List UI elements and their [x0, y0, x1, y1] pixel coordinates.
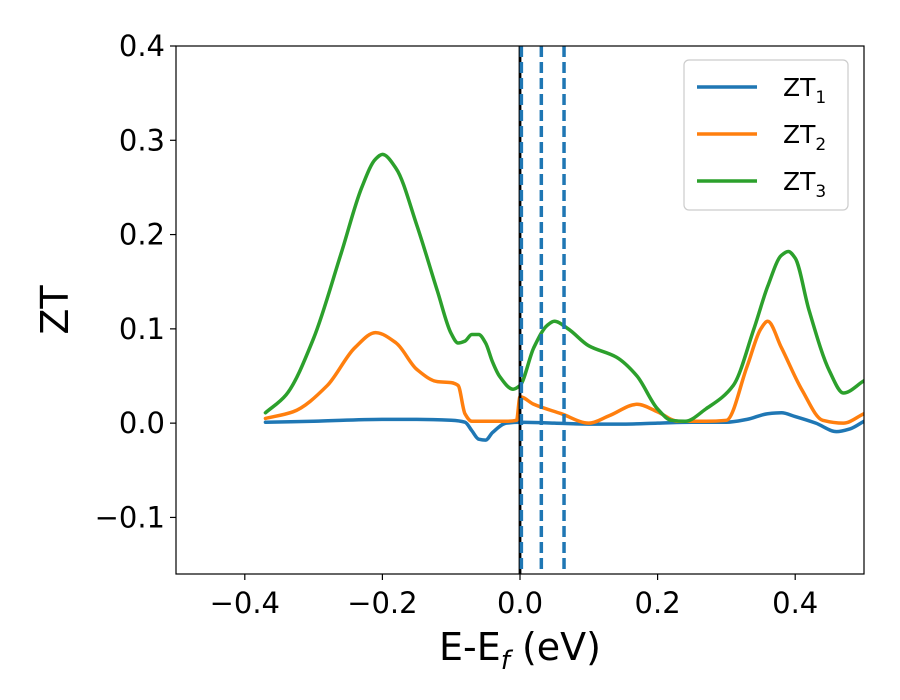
- y-tick-label: 0.1: [119, 312, 165, 346]
- y-tick-label: 0.3: [119, 123, 165, 157]
- x-tick-label: 0.2: [635, 586, 681, 620]
- series-line-zt3: [263, 152, 864, 424]
- series-line-zt2: [263, 319, 864, 425]
- x-tick-label: 0.0: [497, 586, 543, 620]
- y-tick-label: 0.4: [119, 29, 165, 63]
- legend-label-zt1: ZT1: [783, 73, 826, 108]
- x-axis-label: E-Ef (eV): [439, 625, 601, 676]
- x-tick-label: −0.4: [210, 586, 280, 620]
- x-tick-label: 0.4: [772, 586, 818, 620]
- legend-box: [683, 59, 849, 211]
- y-tick-label: −0.1: [95, 500, 165, 534]
- legend: ZT1 ZT2 ZT3: [683, 59, 849, 211]
- legend-label-zt2: ZT2: [783, 120, 826, 155]
- x-tick-label: −0.2: [347, 586, 417, 620]
- legend-label-zt3: ZT3: [783, 167, 826, 202]
- series-line-zt1: [263, 411, 864, 442]
- y-tick-label: 0.0: [119, 406, 165, 440]
- y-tick-label: 0.2: [119, 218, 165, 252]
- y-axis-label: ZT: [33, 285, 77, 335]
